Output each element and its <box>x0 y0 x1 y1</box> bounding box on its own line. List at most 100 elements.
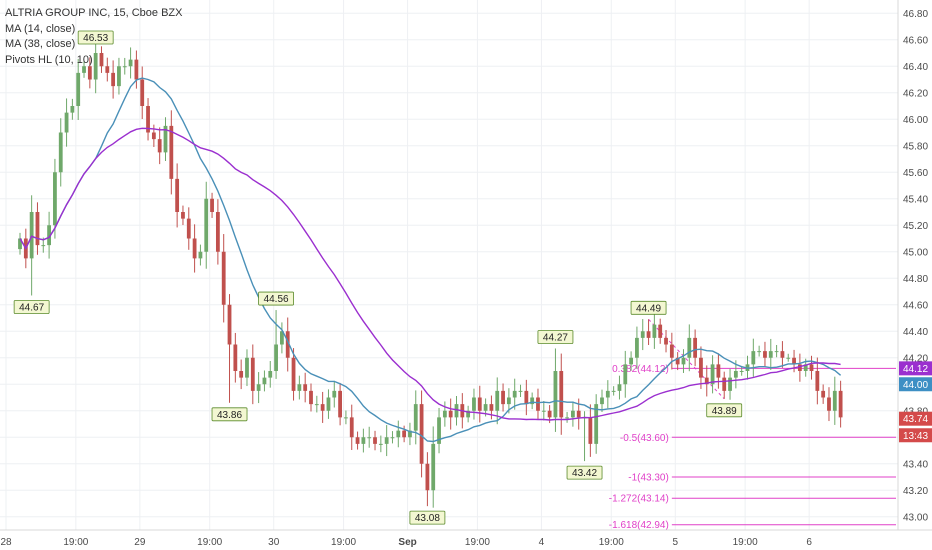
candle-body <box>448 410 453 418</box>
candle-body <box>192 238 197 259</box>
price-badge <box>899 411 932 426</box>
price-badge-label: 13:43 <box>903 431 928 442</box>
candle-body <box>437 417 441 444</box>
pivot-label: 43.86 <box>211 407 248 422</box>
candle-body <box>151 132 156 140</box>
candle-body <box>373 437 377 444</box>
price-tick-label: 44.40 <box>903 327 928 338</box>
price-tick-label: 46.60 <box>903 35 928 46</box>
pivot-box <box>630 300 667 315</box>
time-axis[interactable]: 28 19:00 29 19:00 30 19:00 Sep 19:00 4 19:00 5 19:0… <box>0 529 932 548</box>
legend-ma38[interactable]: MA (38, close) <box>5 38 76 50</box>
candle-body <box>221 251 226 305</box>
candle-body <box>576 410 581 418</box>
candle-body <box>559 371 564 418</box>
moving-averages <box>19 77 842 443</box>
candle-body <box>53 172 57 226</box>
candle-body <box>442 410 447 418</box>
candle-body <box>349 417 354 438</box>
candle-body <box>501 390 505 405</box>
candle-body <box>518 390 523 392</box>
time-tick-label: 19:00 <box>331 537 356 548</box>
candle-body <box>262 377 267 385</box>
candle-body <box>297 384 302 391</box>
candle-body <box>541 410 546 412</box>
candle-body <box>250 357 255 391</box>
candle-body <box>186 218 191 239</box>
price-axis-bg <box>898 0 932 550</box>
time-tick-label: 19:00 <box>599 537 624 548</box>
pivot-box <box>211 407 248 422</box>
candle-body <box>122 66 127 68</box>
pivot-value: 43.42 <box>572 468 597 479</box>
price-tick-label: 46.00 <box>903 115 928 126</box>
candle-body <box>245 357 249 378</box>
candle-body <box>506 397 511 405</box>
price-badge <box>899 428 932 443</box>
price-tick-label: 43.20 <box>903 486 928 497</box>
price-tick-label: 44.20 <box>903 353 928 364</box>
candle-body <box>58 132 63 173</box>
pivot-label: 44.56 <box>258 291 294 306</box>
candle-body <box>687 337 692 358</box>
price-tick-label: 45.80 <box>903 141 928 152</box>
candle-body <box>41 245 46 247</box>
candle-body <box>629 357 633 365</box>
candle-body <box>495 390 500 411</box>
pivot-label: 46.53 <box>77 30 114 45</box>
pivot-value: 43.89 <box>712 406 737 417</box>
candle-body <box>733 371 738 378</box>
candle-body <box>483 404 488 411</box>
candle-body <box>605 390 610 398</box>
legend-title[interactable]: ALTRIA GROUP INC, 15, Cboe BZX <box>5 7 183 19</box>
candle-body <box>134 59 139 80</box>
time-tick-label: 29 <box>134 537 146 548</box>
candle-body <box>105 66 110 73</box>
pivot-value: 46.53 <box>83 33 108 44</box>
candle-body <box>175 178 180 212</box>
candle-body <box>710 364 715 385</box>
candle-body <box>408 430 412 438</box>
candle-body <box>280 331 284 345</box>
candle-body <box>739 371 744 372</box>
candle-body <box>378 443 383 445</box>
candle-body <box>524 390 529 405</box>
candle-body <box>669 344 674 358</box>
candle-body <box>274 344 278 371</box>
candle-body <box>646 331 651 338</box>
time-tick-label: 28 <box>0 537 12 548</box>
candle-body <box>699 357 703 378</box>
pivot-value: 43.08 <box>415 513 440 524</box>
price-axis[interactable]: 46.80 46.60 46.40 46.20 46.00 45.80 45.60 45.40… <box>897 0 932 550</box>
candle-body <box>233 344 238 371</box>
fib-level-label: -1(43.30) <box>628 473 669 484</box>
pivot-value: 44.67 <box>19 302 44 313</box>
price-badge <box>899 361 932 376</box>
candle-body <box>239 371 244 378</box>
candle-body <box>163 125 168 153</box>
candle-body <box>367 437 372 439</box>
candle-body <box>402 430 407 438</box>
candle-body <box>536 397 540 411</box>
candle-body <box>652 324 657 338</box>
candle-body <box>751 351 756 365</box>
fib-level-label: 0.382(44.12) <box>612 364 669 375</box>
pivot-box <box>13 300 50 314</box>
legend-ma14[interactable]: MA (14, close) <box>5 22 76 35</box>
legend: ALTRIA GROUP INC, 15, Cboe BZX MA (14, c… <box>5 6 183 68</box>
time-tick-label: Sep <box>398 537 416 548</box>
candle-body <box>797 364 802 371</box>
legend-pivots[interactable]: Pivots HL (10, 10) <box>5 53 93 66</box>
candle-body <box>204 198 209 252</box>
candle-body <box>320 404 325 411</box>
candle-body <box>489 404 494 411</box>
candle-body <box>472 397 476 411</box>
pivot-label: 43.89 <box>706 403 743 418</box>
candle-body <box>815 371 820 391</box>
price-tick-label: 46.80 <box>903 9 928 20</box>
candle-body <box>664 337 668 345</box>
candle-body <box>832 390 837 411</box>
candle-body <box>768 351 773 358</box>
